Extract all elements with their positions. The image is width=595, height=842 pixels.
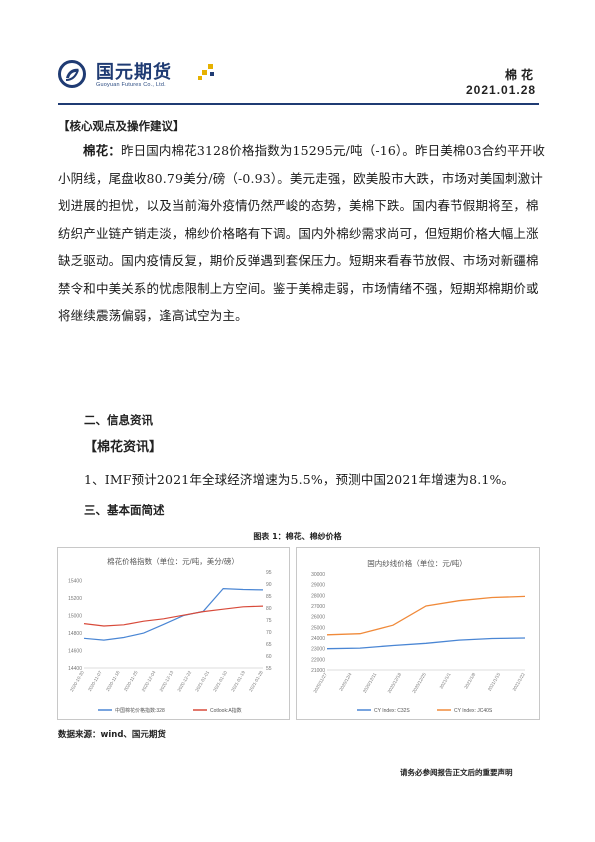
series-line-2	[83, 605, 264, 627]
y-tick-label: 29000	[311, 583, 325, 589]
legend-label: CY Index: C32S	[374, 708, 410, 714]
x-tick-label: 2020-10-30	[69, 670, 85, 693]
cotton-price-chart: 棉花价格指数（单位：元/吨，美分/磅） 14400 14600 14800 15000 1…	[68, 556, 272, 714]
y-right-tick-label: 65	[266, 642, 272, 648]
x-tick-label: 2021/1/15	[487, 672, 502, 692]
y-right-tick-label: 90	[266, 582, 272, 588]
company-logo-icon	[58, 60, 86, 88]
report-category: 棉花	[505, 68, 538, 82]
core-lead: 棉花：	[83, 143, 121, 158]
legend-label: CY Index: JC40S	[454, 708, 493, 714]
x-tick-label: 2020-11-16	[105, 670, 121, 693]
y-tick-label: 22000	[311, 657, 325, 663]
core-views-paragraph: 棉花：昨日国内棉花3128价格指数为15295元/吨（-16）。昨日美棉03合约…	[58, 137, 548, 330]
x-tick-label: 2021/1/1	[439, 672, 452, 690]
x-tick-label: 2020-12-04	[141, 670, 157, 693]
x-tick-label: 2020-12-22	[176, 670, 192, 693]
x-tick-label: 2020/12/18	[387, 672, 403, 694]
series-line-1	[83, 587, 264, 641]
y-tick-label: 21000	[311, 668, 325, 674]
y-tick-label: 23000	[311, 647, 325, 653]
yarn-price-chart-panel: 国内纱线价格（单位：元/吨） 21000 22000 23000 24000 25000 2…	[296, 547, 540, 720]
y-right-tick-label: 70	[266, 630, 272, 636]
y-left-tick-label: 15400	[68, 579, 82, 585]
series-line-1	[326, 637, 526, 650]
legend-label: Cotlook:A指数	[210, 707, 242, 714]
yarn-price-chart: 国内纱线价格（单位：元/吨） 21000 22000 23000 24000 25000 2…	[311, 558, 527, 714]
x-tick-label: 2020/12/11	[362, 672, 378, 694]
y-tick-label: 26000	[311, 615, 325, 621]
info-heading: 二、信息资讯	[84, 413, 153, 427]
x-tick-label: 2020-11-07	[87, 670, 103, 693]
chart-title: 国内纱线价格（单位：元/吨）	[367, 558, 467, 568]
y-left-tick-label: 14800	[68, 631, 82, 637]
x-tick-label: 2020-11-25	[123, 670, 139, 693]
y-right-tick-label: 80	[266, 606, 272, 612]
cotton-news-heading: 【棉花资讯】	[84, 440, 163, 455]
y-left-tick-label: 14600	[68, 649, 82, 655]
chart-title: 棉花价格指数（单位：元/吨，美分/磅）	[107, 556, 239, 566]
y-left-tick-label: 15200	[68, 596, 82, 602]
core-text: 昨日国内棉花3128价格指数为15295元/吨（-16）。昨日美棉03合约平开收…	[58, 143, 546, 323]
x-tick-label: 2020-12-13	[159, 670, 175, 693]
y-tick-label: 28000	[311, 593, 325, 599]
y-left-tick-label: 15000	[68, 614, 82, 620]
x-tick-label: 2021/1/8	[463, 672, 476, 690]
brand-name: 国元期货	[96, 62, 172, 83]
series-line-2	[326, 595, 526, 636]
y-right-tick-label: 55	[266, 666, 272, 672]
header-divider	[58, 103, 539, 105]
y-right-tick-label: 60	[266, 654, 272, 660]
x-tick-label: 2021/1/22	[512, 672, 527, 692]
y-tick-label: 24000	[311, 636, 325, 642]
y-left-tick-label: 14400	[68, 666, 82, 672]
x-tick-label: 2020/12/4	[338, 672, 353, 692]
brand-name-english: Guoyuan Futures Co., Ltd.	[96, 82, 166, 88]
report-date: 2021.01.28	[466, 83, 537, 97]
core-views-heading: 【核心观点及操作建议】	[58, 119, 185, 133]
y-tick-label: 25000	[311, 625, 325, 631]
logo-dots-icon	[198, 64, 214, 80]
y-right-tick-label: 95	[266, 570, 272, 576]
x-tick-label: 2021-01-01	[194, 670, 210, 693]
y-right-tick-label: 75	[266, 618, 272, 624]
y-tick-label: 27000	[311, 604, 325, 610]
figure-title: 图表 1：棉花、棉纱价格	[253, 532, 342, 541]
legend-label: 中国棉花价格指数:328	[115, 707, 165, 714]
x-tick-label: 2021-01-10	[212, 670, 228, 693]
fundamentals-heading: 三、基本面简述	[84, 503, 165, 517]
x-tick-label: 2020/12/25	[411, 672, 427, 694]
data-source: 数据来源：wind、国元期货	[58, 730, 166, 740]
x-tick-label: 2021-01-28	[248, 670, 264, 693]
cotton-price-chart-panel: 棉花价格指数（单位：元/吨，美分/磅） 14400 14600 14800 15000 1…	[57, 547, 290, 720]
y-tick-label: 30000	[311, 572, 325, 578]
footer-disclaimer: 请务必参阅报告正文后的重要声明	[400, 768, 513, 777]
x-tick-label: 2021-01-19	[230, 670, 246, 693]
news-item-1: 1、IMF预计2021年全球经济增速为5.5%，预测中国2021年增速为8.1%…	[84, 472, 515, 487]
x-tick-label: 2020/11/27	[312, 672, 328, 694]
y-right-tick-label: 85	[266, 594, 272, 600]
